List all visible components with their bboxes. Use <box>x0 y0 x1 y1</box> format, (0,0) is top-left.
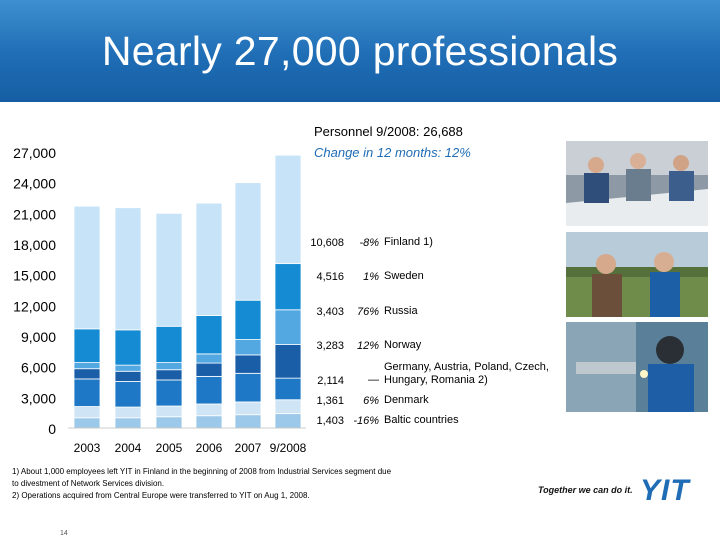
y-tick-label: 6,000 <box>21 360 56 376</box>
y-tick-label: 18,000 <box>13 237 56 253</box>
label-country-sweden: Sweden <box>384 270 424 282</box>
label-change-russia: 76% <box>356 306 379 318</box>
bar-segment <box>114 364 142 372</box>
x-tick-label: 9/2008 <box>270 441 307 455</box>
label-country-russia: Russia <box>384 305 418 317</box>
label-value-denmark: 1,361 <box>316 395 344 407</box>
personnel-total: Personnel 9/2008: 26,688 <box>314 124 463 139</box>
y-tick-label: 3,000 <box>21 390 56 406</box>
label-country-central-europe: Germany, Austria, Poland, Czech, Hungary… <box>384 361 549 386</box>
bar-segment <box>114 381 142 408</box>
bar-segment <box>234 354 262 374</box>
bar-segment <box>195 315 223 355</box>
bar-segment <box>73 328 101 363</box>
footnote-line: to divestment of Network Services divisi… <box>12 479 165 488</box>
personnel-stacked-bar-chart: 0 3,000 6,000 9,000 12,000 15,000 18,000 21,000… <box>13 145 307 455</box>
change-12-months: Change in 12 months: 12% <box>314 145 471 160</box>
slide-title: Nearly 27,000 professionals <box>101 28 619 74</box>
y-tick-label: 21,000 <box>13 206 56 222</box>
tagline: Together we can do it. <box>538 485 633 495</box>
bar-segment <box>155 362 183 371</box>
bar-segment <box>155 379 183 407</box>
bar-segment <box>195 375 223 405</box>
bar-segment <box>274 263 302 311</box>
label-country-baltic: Baltic countries <box>384 414 459 426</box>
bar-segment <box>155 325 183 363</box>
label-value-finland: 10,608 <box>310 237 344 249</box>
label-value-central-europe: 2,114 <box>317 375 344 387</box>
yit-logo: YIT <box>640 474 690 507</box>
bar-segment <box>114 207 142 331</box>
bar-segment <box>73 406 101 419</box>
bar-segment <box>155 369 183 381</box>
label-change-sweden: 1% <box>363 271 379 283</box>
bar-segment <box>195 415 223 429</box>
label-change-norway: 12% <box>356 340 379 352</box>
x-tick-label: 2005 <box>156 441 183 455</box>
page-number: 14 <box>60 530 68 537</box>
x-tick-label: 2007 <box>235 441 262 455</box>
bar-segment <box>114 417 142 429</box>
bar-segment <box>274 399 302 415</box>
footnote-line: 1) About 1,000 employees left YIT in Fin… <box>12 467 392 476</box>
x-tick-label: 2004 <box>115 441 142 455</box>
title-banner <box>0 0 720 102</box>
bar-segment <box>155 212 183 327</box>
y-tick-label: 9,000 <box>21 329 56 345</box>
footnote-line: 2) Operations acquired from Central Euro… <box>12 491 310 500</box>
label-value-sweden: 4,516 <box>316 271 344 283</box>
y-tick-label: 0 <box>48 421 56 437</box>
bar-segment <box>73 362 101 370</box>
bar-segment <box>274 413 302 429</box>
label-change-baltic: -16% <box>353 415 379 427</box>
bar-segment <box>155 416 183 429</box>
bar-segment <box>234 414 262 429</box>
label-value-norway: 3,283 <box>316 340 344 352</box>
x-tick-label: 2003 <box>74 441 101 455</box>
bar-segment <box>195 403 223 417</box>
label-country-norway: Norway <box>384 339 422 351</box>
label-country-finland: Finland 1) <box>384 236 433 248</box>
label-value-baltic: 1,403 <box>316 415 344 427</box>
welder-photo <box>566 322 708 412</box>
bar-segment <box>274 377 302 401</box>
footnotes: 1) About 1,000 employees left YIT in Fin… <box>12 466 442 502</box>
bar-segment <box>195 362 223 377</box>
bar-segment <box>114 370 142 382</box>
label-change-denmark: 6% <box>363 395 379 407</box>
bar-segment <box>114 329 142 366</box>
bar-segment <box>73 368 101 380</box>
bar-segment <box>274 344 302 379</box>
bar-segment <box>195 202 223 316</box>
bar-segment <box>73 205 101 330</box>
y-tick-label: 12,000 <box>13 298 56 314</box>
bar-segment <box>234 299 262 340</box>
label-change-finland: -8% <box>359 237 379 249</box>
bar-segment <box>234 401 262 416</box>
bar-segment <box>155 405 183 418</box>
engineers-meeting-photo <box>566 141 708 226</box>
workers-outdoor-photo <box>566 232 708 317</box>
bar-segment <box>73 378 101 407</box>
label-country-denmark: Denmark <box>384 394 429 406</box>
bar-segment <box>195 353 223 364</box>
bar-segment <box>73 417 101 429</box>
bar-segment <box>274 309 302 345</box>
bar-segment <box>234 182 262 301</box>
bar-segment <box>274 154 302 265</box>
label-value-russia: 3,403 <box>316 306 344 318</box>
bar-segment <box>234 339 262 356</box>
x-tick-label: 2006 <box>196 441 223 455</box>
label-change-central-europe: — <box>368 374 379 386</box>
bar-segment <box>234 372 262 403</box>
y-tick-label: 27,000 <box>13 145 56 161</box>
y-tick-label: 24,000 <box>13 176 56 192</box>
bar-segment <box>114 406 142 419</box>
y-tick-label: 15,000 <box>13 268 56 284</box>
